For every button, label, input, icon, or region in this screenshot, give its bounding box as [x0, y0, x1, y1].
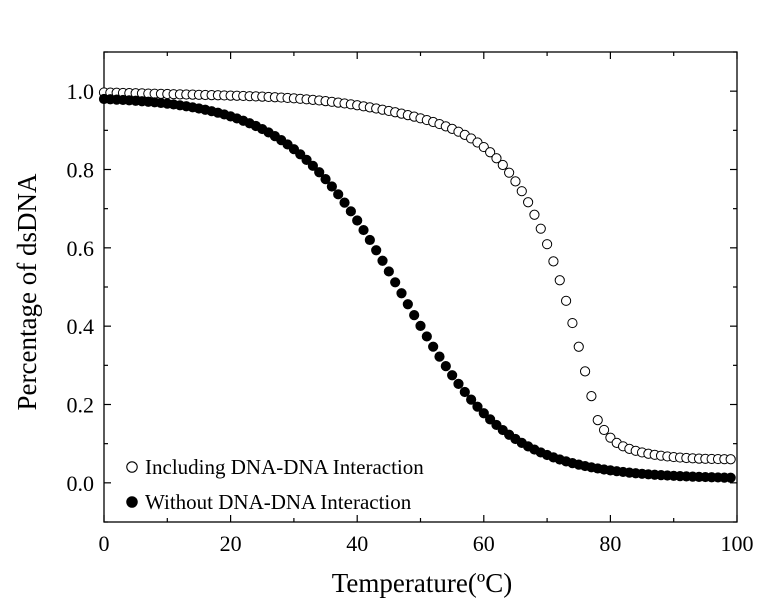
x-tick-label: 100 [721, 531, 754, 556]
point-including [598, 424, 610, 436]
x-tick-label: 0 [99, 531, 110, 556]
point-including [592, 414, 603, 426]
point-without [364, 234, 375, 246]
point-including [491, 153, 502, 164]
point-without [478, 408, 489, 419]
point-including [516, 186, 527, 197]
point-without [421, 331, 432, 342]
point-without [447, 370, 458, 381]
series-without [98, 93, 736, 483]
point-without [453, 378, 464, 389]
point-including [560, 295, 572, 306]
x-tick-label: 20 [220, 531, 242, 556]
point-without [326, 181, 337, 192]
legend: Including DNA-DNA Interaction Without DN… [126, 455, 424, 514]
y-tick-label: 1.0 [67, 79, 95, 104]
y-axis-title: Percentage of dsDNA [12, 173, 42, 410]
point-without [466, 394, 477, 405]
point-including [510, 176, 521, 187]
point-without [390, 277, 401, 288]
point-including [523, 197, 534, 208]
point-including [554, 275, 565, 286]
point-without [358, 224, 369, 236]
tick-labels: 0 20 40 60 80 100 0.0 0.2 0.4 0.6 0.8 1.0 [67, 79, 754, 556]
point-without [377, 255, 388, 266]
point-without [428, 341, 439, 352]
point-including [542, 239, 553, 250]
x-tick-label: 80 [599, 531, 621, 556]
point-including [535, 223, 546, 234]
point-including [573, 341, 584, 352]
point-including [567, 317, 578, 329]
point-without [485, 414, 496, 425]
point-without [339, 197, 350, 208]
point-including [504, 167, 515, 178]
series-including [98, 87, 736, 465]
point-without [371, 245, 382, 256]
point-without [345, 206, 356, 217]
point-including [586, 391, 597, 402]
series-layer [98, 87, 736, 483]
point-without [472, 401, 483, 412]
point-without [383, 266, 394, 277]
legend-label-including: Including DNA-DNA Interaction [145, 455, 424, 479]
y-tick-label: 0.8 [67, 158, 95, 183]
legend-marker-including [126, 461, 138, 473]
ticks [103, 51, 738, 523]
point-including [579, 366, 591, 377]
point-without [314, 167, 325, 178]
point-without [440, 361, 451, 372]
point-including [725, 454, 736, 465]
point-without [307, 160, 318, 171]
point-without [459, 386, 470, 398]
point-including [548, 256, 559, 267]
point-including [485, 147, 496, 158]
point-without [352, 215, 363, 226]
legend-marker-without [126, 496, 138, 508]
point-without [415, 320, 426, 331]
y-tick-label: 0.4 [67, 314, 95, 339]
x-tick-label: 60 [473, 531, 495, 556]
x-tick-label: 40 [346, 531, 368, 556]
point-without [725, 472, 736, 483]
point-without [402, 299, 413, 310]
point-including [529, 209, 540, 220]
point-without [295, 149, 306, 160]
point-without [396, 288, 407, 299]
point-without [409, 310, 420, 321]
y-tick-label: 0.6 [67, 236, 95, 261]
point-without [333, 189, 344, 200]
point-without [434, 351, 445, 362]
legend-label-without: Without DNA-DNA Interaction [145, 490, 412, 514]
y-tick-label: 0.2 [67, 393, 95, 418]
y-tick-label: 0.0 [67, 471, 95, 496]
point-without [320, 174, 331, 185]
point-including [497, 159, 508, 171]
point-without [301, 154, 312, 165]
x-axis-title: Temperature(ºC) [332, 568, 512, 598]
